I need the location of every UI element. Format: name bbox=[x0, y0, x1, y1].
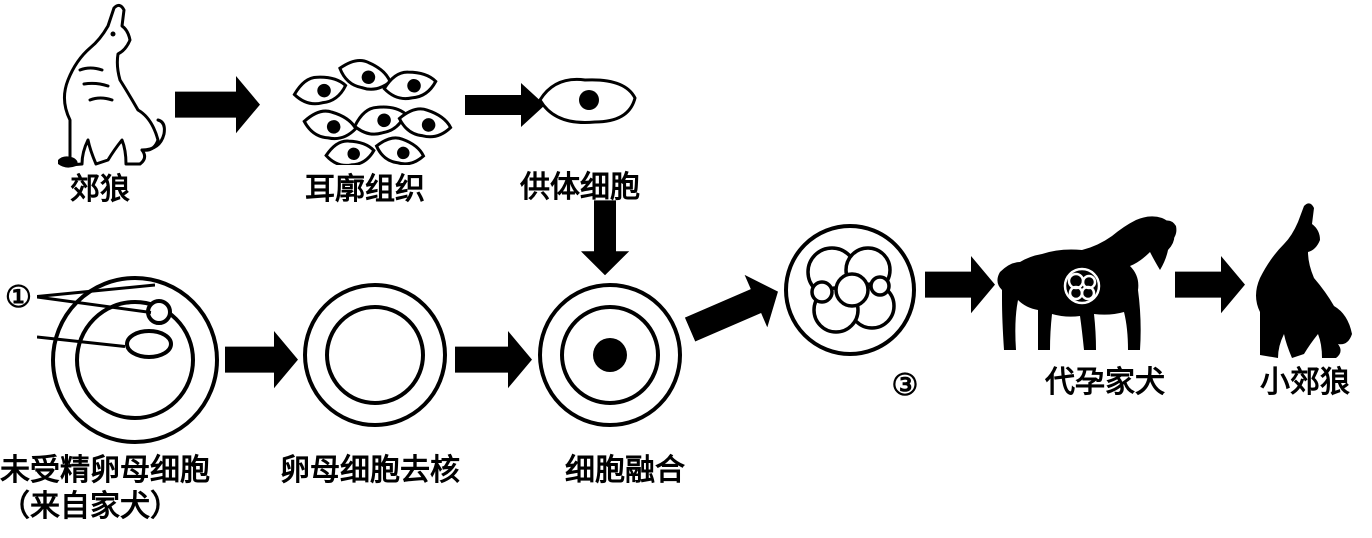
diagram-stage: 郊狼 耳廓组织 供体细胞 未受 bbox=[0, 0, 1372, 538]
node-oocyte-label: 未受精卵母细胞 （来自家犬） bbox=[0, 453, 180, 525]
a-embryo-surrogate bbox=[925, 256, 995, 313]
node-ear_tissue: 耳廓组织 bbox=[270, 35, 460, 165]
annotation-num1-leader-line bbox=[37, 295, 153, 315]
node-enucleated-label: 卵母细胞去核 bbox=[280, 453, 430, 489]
a-oocyte-enuc bbox=[225, 331, 298, 388]
node-embryo-label: ③ bbox=[835, 368, 975, 404]
node-surrogate-label: 代孕家犬 bbox=[1010, 365, 1200, 401]
a-enuc-fusion bbox=[455, 331, 532, 388]
node-pup-label: 小郊狼 bbox=[1240, 365, 1370, 401]
node-surrogate: 代孕家犬 bbox=[990, 200, 1180, 360]
node-fusion-label: 细胞融合 bbox=[550, 453, 700, 489]
node-coyote: 郊狼 bbox=[30, 0, 170, 170]
a-fusion-embryo bbox=[679, 266, 790, 356]
node-ear_tissue-label: 耳廓组织 bbox=[270, 172, 460, 208]
node-enucleated: 卵母细胞去核 bbox=[300, 280, 450, 430]
node-fusion: 细胞融合 bbox=[535, 280, 685, 430]
annotation-num2-leader-line bbox=[37, 335, 127, 349]
node-pup: 小郊狼 bbox=[1230, 200, 1360, 360]
node-donor_cell-label: 供体细胞 bbox=[520, 170, 640, 206]
node-donor_cell: 供体细胞 bbox=[525, 70, 645, 130]
annotation-num1: ① bbox=[5, 280, 32, 315]
node-coyote-label: 郊狼 bbox=[30, 172, 170, 208]
node-embryo: ③ bbox=[780, 220, 920, 360]
a-coyote-tissue bbox=[175, 76, 260, 133]
a-donor-fusion bbox=[581, 200, 629, 275]
